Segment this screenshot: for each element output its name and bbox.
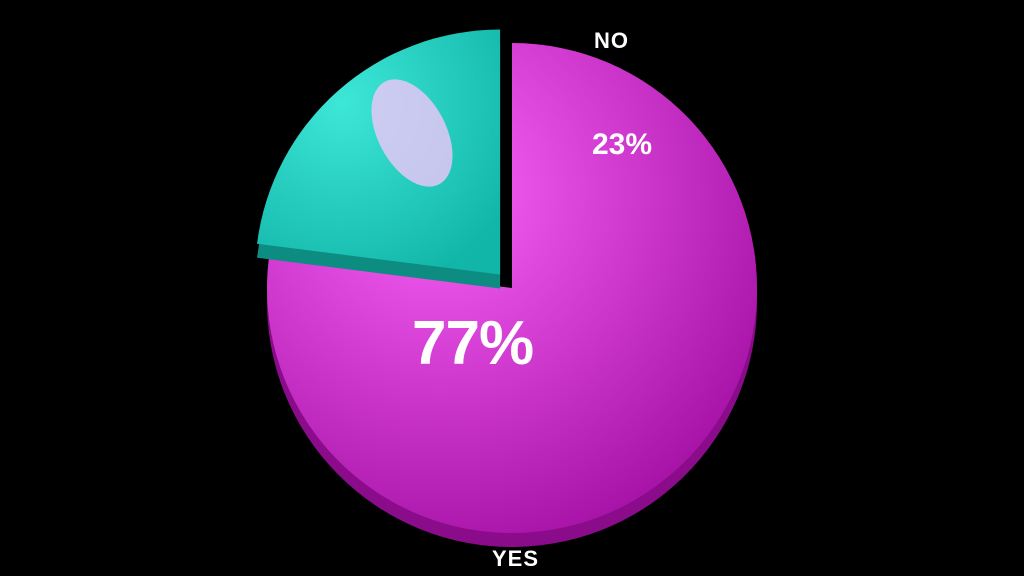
yes-slice-label: YES (492, 546, 539, 572)
no-slice (257, 29, 500, 274)
no-percent-label: 23% (592, 128, 652, 162)
no-slice-label: NO (594, 28, 629, 54)
pie-chart: 77% 23% YES NO (242, 18, 782, 558)
yes-percent-label: 77% (412, 308, 533, 379)
pie-svg (242, 18, 782, 558)
